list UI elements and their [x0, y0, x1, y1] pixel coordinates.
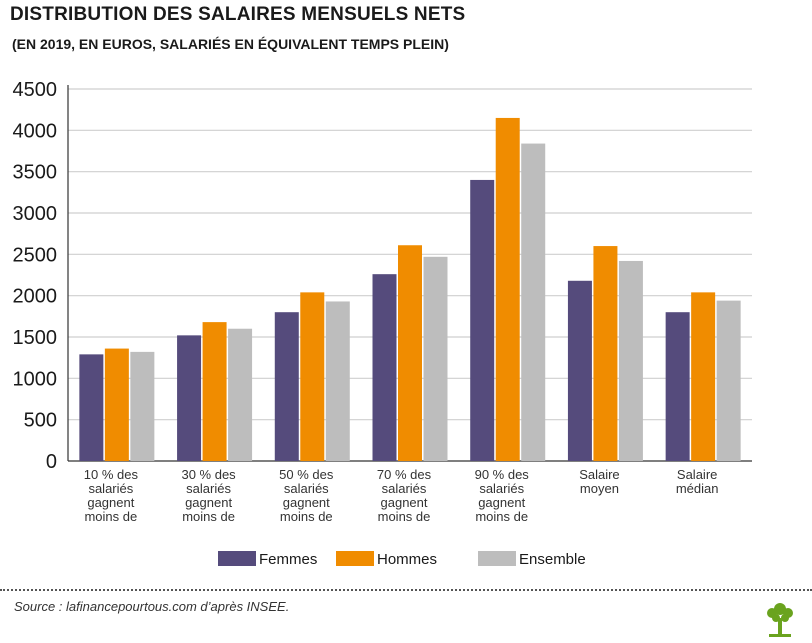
- footer-divider: [0, 589, 812, 591]
- legend-swatch-ensemble: [478, 551, 516, 566]
- bar-chart: 0 500 1000 1500 2000 2500 3000 3500 4000 4500 10 %…: [13, 79, 752, 568]
- bar-ensemble: [618, 260, 643, 461]
- bar-femmes: [274, 312, 299, 461]
- bar-ensemble: [423, 256, 448, 461]
- y-tick-label: 1000: [13, 368, 58, 390]
- x-category-label: 50 % des salariés gagnent moins de: [279, 467, 334, 524]
- legend-swatch-femmes: [218, 551, 256, 566]
- y-tick-label: 0: [46, 451, 57, 473]
- x-category-label: 30 % des salariés gagnent moins de: [181, 467, 236, 524]
- tree-logo-icon: [767, 603, 793, 637]
- bar-femmes: [470, 179, 495, 461]
- bar-hommes: [691, 292, 716, 461]
- source-note: Source : lafinancepourtous.com d’après I…: [14, 599, 290, 614]
- bar-femmes: [177, 335, 202, 461]
- bar-ensemble: [521, 143, 546, 461]
- legend-label-hommes: Hommes: [377, 551, 437, 568]
- legend-label-ensemble: Ensemble: [519, 551, 586, 568]
- y-tick-label: 3500: [13, 162, 58, 184]
- chart-title: DISTRIBUTION DES SALAIRES MENSUELS NETS: [10, 4, 466, 25]
- bar-ensemble: [228, 328, 253, 461]
- y-tick-label: 500: [24, 410, 57, 432]
- y-tick-label: 4000: [13, 120, 58, 142]
- bar-ensemble: [716, 300, 741, 461]
- chart-subtitle: (EN 2019, EN EUROS, SALARIÉS EN ÉQUIVALE…: [12, 36, 449, 52]
- y-tick-label: 2000: [13, 286, 58, 308]
- bar-hommes: [398, 245, 422, 461]
- bar-femmes: [372, 274, 397, 461]
- x-category-label: 90 % des salariés gagnent moins de: [475, 467, 530, 524]
- y-tick-label: 1500: [13, 327, 58, 349]
- x-category-label: 10 % des salariés gagnent moins de: [84, 467, 139, 524]
- bar-femmes: [665, 312, 690, 461]
- bar-hommes: [495, 117, 520, 461]
- bar-femmes: [567, 280, 592, 461]
- y-tick-label: 2500: [13, 244, 58, 266]
- bar-ensemble: [325, 301, 350, 461]
- bar-ensemble: [130, 351, 155, 461]
- bar-hommes: [104, 348, 129, 461]
- x-category-label: 70 % des salariés gagnent moins de: [377, 467, 432, 524]
- x-category-label: Salaire médian: [676, 467, 719, 496]
- legend-swatch-hommes: [336, 551, 374, 566]
- y-tick-label: 4500: [13, 79, 58, 101]
- legend-label-femmes: Femmes: [259, 551, 317, 568]
- x-category-label: Salaire moyen: [579, 467, 619, 496]
- bar-hommes: [300, 292, 325, 461]
- y-tick-label: 3000: [13, 203, 58, 225]
- bar-hommes: [593, 246, 618, 461]
- bar-femmes: [79, 354, 104, 461]
- bar-hommes: [202, 322, 227, 461]
